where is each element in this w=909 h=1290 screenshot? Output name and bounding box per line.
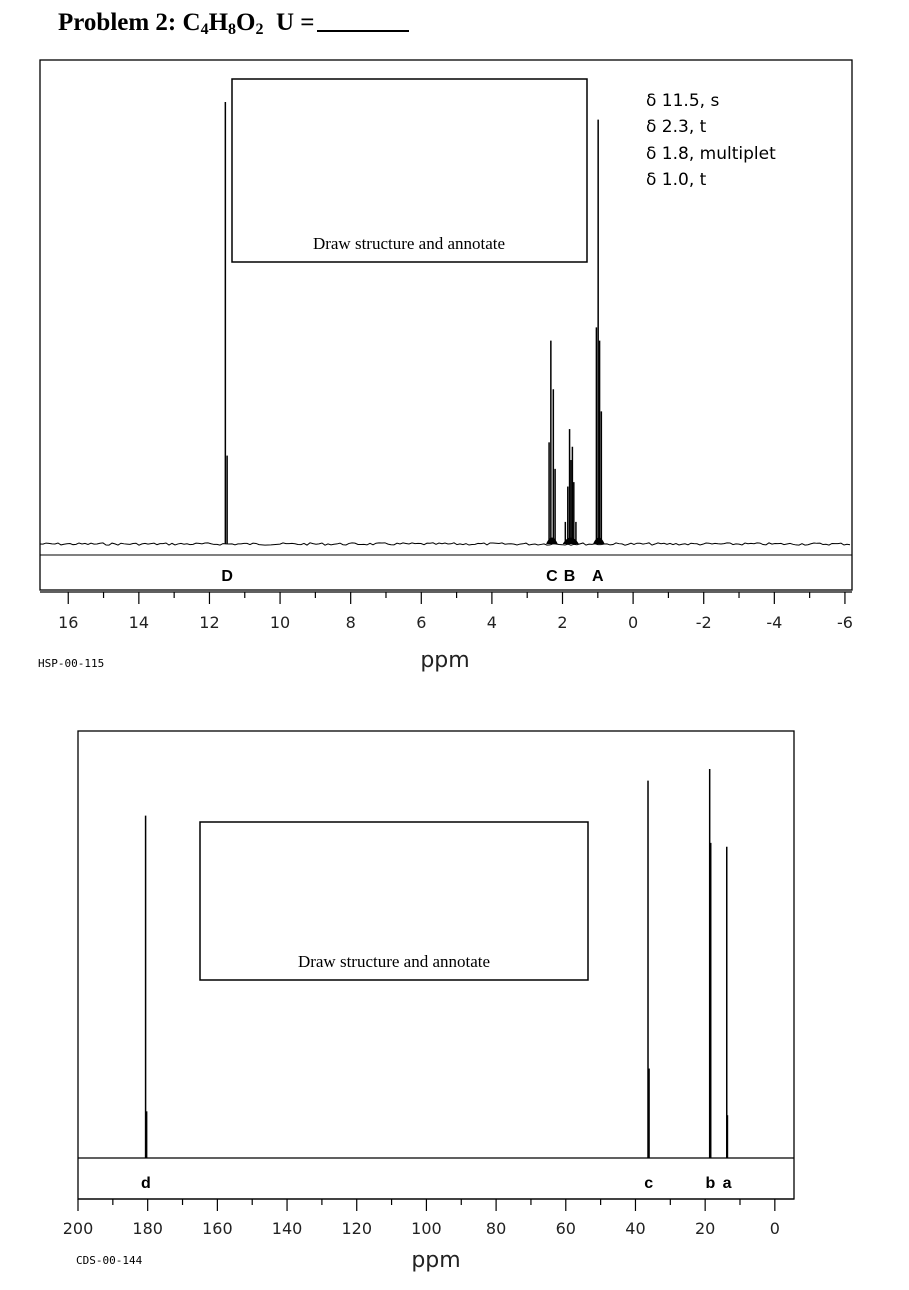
h-baseline	[39, 542, 851, 546]
problem-label: Problem 2:	[58, 9, 183, 36]
peak-label: b	[705, 1175, 715, 1192]
x-tick-label: 6	[416, 613, 426, 632]
peak-label: D	[221, 568, 233, 585]
c-structure-box[interactable]	[199, 821, 589, 981]
x-tick-label: 12	[199, 613, 219, 632]
x-tick-label: 4	[487, 613, 497, 632]
multiplet-base	[546, 537, 558, 545]
x-tick-label: 60	[556, 1219, 576, 1238]
x-tick-label: -4	[766, 613, 782, 632]
x-tick-label: 16	[58, 613, 78, 632]
x-tick-label: 100	[411, 1219, 442, 1238]
formula-element: C	[182, 9, 201, 36]
x-tick-label: -2	[696, 613, 712, 632]
h-peaks	[224, 102, 603, 544]
x-tick-label: 2	[557, 613, 567, 632]
h-annotation: δ 1.0, t	[646, 170, 707, 190]
formula-element: H	[208, 9, 229, 36]
x-tick-label: 0	[628, 613, 638, 632]
problem-title: Problem 2: C4H8O2 U =	[58, 9, 409, 39]
x-tick-label: 200	[63, 1219, 94, 1238]
h-spectrum-code: HSP-00-115	[38, 657, 104, 670]
x-tick-label: 14	[129, 613, 149, 632]
formula-subscript: 4	[200, 21, 209, 38]
h-plot-frame	[39, 59, 853, 591]
peak-label: c	[644, 1175, 653, 1192]
c-spectrum-code: CDS-00-144	[76, 1254, 143, 1267]
formula-subscript: 2	[255, 21, 264, 38]
x-tick-label: 0	[770, 1219, 780, 1238]
multiplet-base	[593, 537, 605, 545]
x-tick-label: 40	[625, 1219, 645, 1238]
c-x-axis: 200 180 160 140 120 100 80 60 40 20 0	[63, 1198, 794, 1238]
peak-label: A	[592, 568, 604, 585]
x-tick-label: 20	[695, 1219, 715, 1238]
h-annotation: δ 1.8, multiplet	[646, 144, 776, 164]
peak-label: B	[564, 568, 576, 585]
unsaturation-answer-blank[interactable]	[316, 10, 409, 32]
x-tick-label: 8	[346, 613, 356, 632]
h-annotation: δ 2.3, t	[646, 117, 707, 137]
c-structure-box-text: Draw structure and annotate	[298, 952, 490, 971]
h-x-axis-label: ppm	[420, 648, 469, 673]
unsaturation-label: U =	[275, 9, 315, 36]
h-x-axis: 16 14 12 10 8 6 4 2 0 -2 -4 -6	[40, 591, 853, 632]
c-x-axis-label: ppm	[411, 1248, 460, 1273]
h-annotation: δ 11.5, s	[646, 91, 719, 111]
h-structure-box[interactable]	[231, 78, 588, 263]
formula: C4H8O2	[182, 9, 264, 38]
c-peaks	[144, 769, 729, 1158]
multiplet-base	[562, 537, 579, 545]
peak-label: a	[723, 1175, 732, 1192]
h-multiplet-bases	[546, 537, 605, 545]
x-tick-label: 160	[202, 1219, 233, 1238]
x-tick-label: 180	[132, 1219, 163, 1238]
x-tick-label: 140	[272, 1219, 303, 1238]
formula-element: O	[236, 9, 256, 36]
x-tick-label: 120	[341, 1219, 372, 1238]
peak-label: d	[141, 1175, 151, 1192]
x-tick-label: -6	[837, 613, 853, 632]
x-tick-label: 10	[270, 613, 290, 632]
formula-subscript: 8	[228, 21, 237, 38]
x-tick-label: 80	[486, 1219, 506, 1238]
peak-label: C	[546, 568, 558, 585]
h-structure-box-text: Draw structure and annotate	[313, 234, 505, 253]
